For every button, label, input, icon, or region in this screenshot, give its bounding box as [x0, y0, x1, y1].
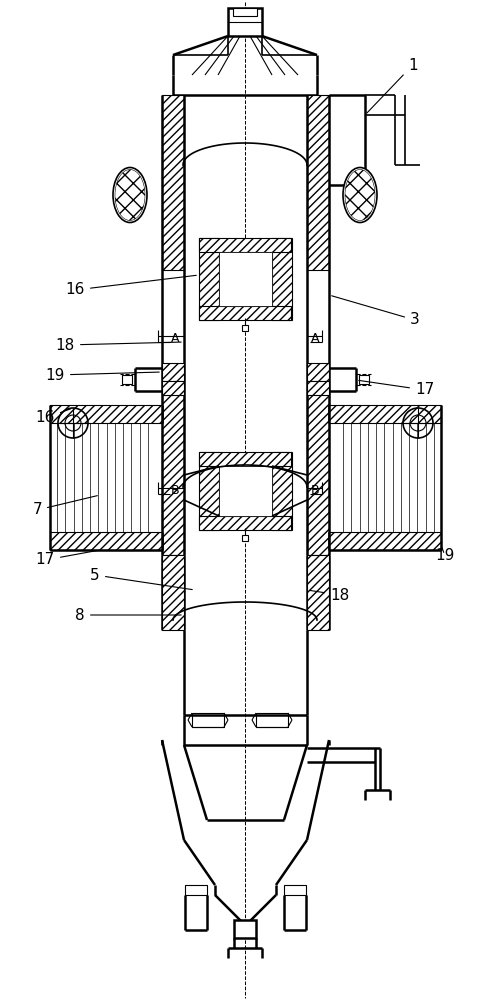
Text: 3: 3: [331, 296, 420, 328]
Bar: [162, 380, 184, 555]
Text: 17: 17: [36, 551, 97, 568]
Text: 19: 19: [46, 367, 159, 382]
Bar: [272, 238, 292, 320]
Bar: [329, 405, 441, 423]
Text: 16: 16: [66, 275, 196, 298]
Text: 17: 17: [359, 380, 434, 397]
Bar: [219, 252, 272, 306]
Text: A: A: [311, 332, 319, 344]
Bar: [307, 381, 329, 395]
Bar: [242, 535, 248, 541]
Bar: [307, 363, 329, 381]
Text: A: A: [171, 332, 179, 344]
Ellipse shape: [113, 167, 147, 223]
Bar: [162, 381, 184, 395]
Bar: [185, 885, 207, 895]
Text: 1: 1: [367, 57, 418, 113]
Text: 18: 18: [56, 338, 181, 353]
Bar: [307, 380, 329, 555]
Text: 8: 8: [76, 607, 181, 622]
Text: 19: 19: [435, 548, 454, 562]
Bar: [284, 885, 306, 895]
Bar: [162, 555, 184, 630]
Bar: [256, 713, 288, 727]
Text: 16: 16: [36, 409, 70, 426]
Bar: [199, 238, 219, 320]
Bar: [199, 238, 291, 252]
Ellipse shape: [343, 167, 377, 223]
Bar: [192, 713, 224, 727]
Bar: [307, 95, 329, 270]
Bar: [199, 452, 291, 466]
Bar: [50, 405, 162, 423]
Bar: [359, 375, 369, 384]
Text: B: B: [171, 484, 179, 496]
Text: 7: 7: [32, 496, 97, 518]
Text: 18: 18: [310, 587, 349, 602]
Bar: [50, 532, 162, 550]
Bar: [219, 466, 272, 516]
Text: 5: 5: [90, 568, 192, 590]
Bar: [234, 920, 256, 938]
Bar: [199, 516, 291, 530]
Bar: [199, 306, 291, 320]
Bar: [162, 95, 184, 270]
Bar: [233, 8, 257, 16]
Bar: [122, 375, 132, 384]
Bar: [228, 8, 262, 36]
Text: B: B: [311, 484, 319, 496]
Bar: [199, 452, 219, 530]
Bar: [307, 555, 329, 630]
Bar: [272, 452, 292, 530]
Bar: [242, 325, 248, 331]
Bar: [162, 363, 184, 381]
Bar: [329, 532, 441, 550]
